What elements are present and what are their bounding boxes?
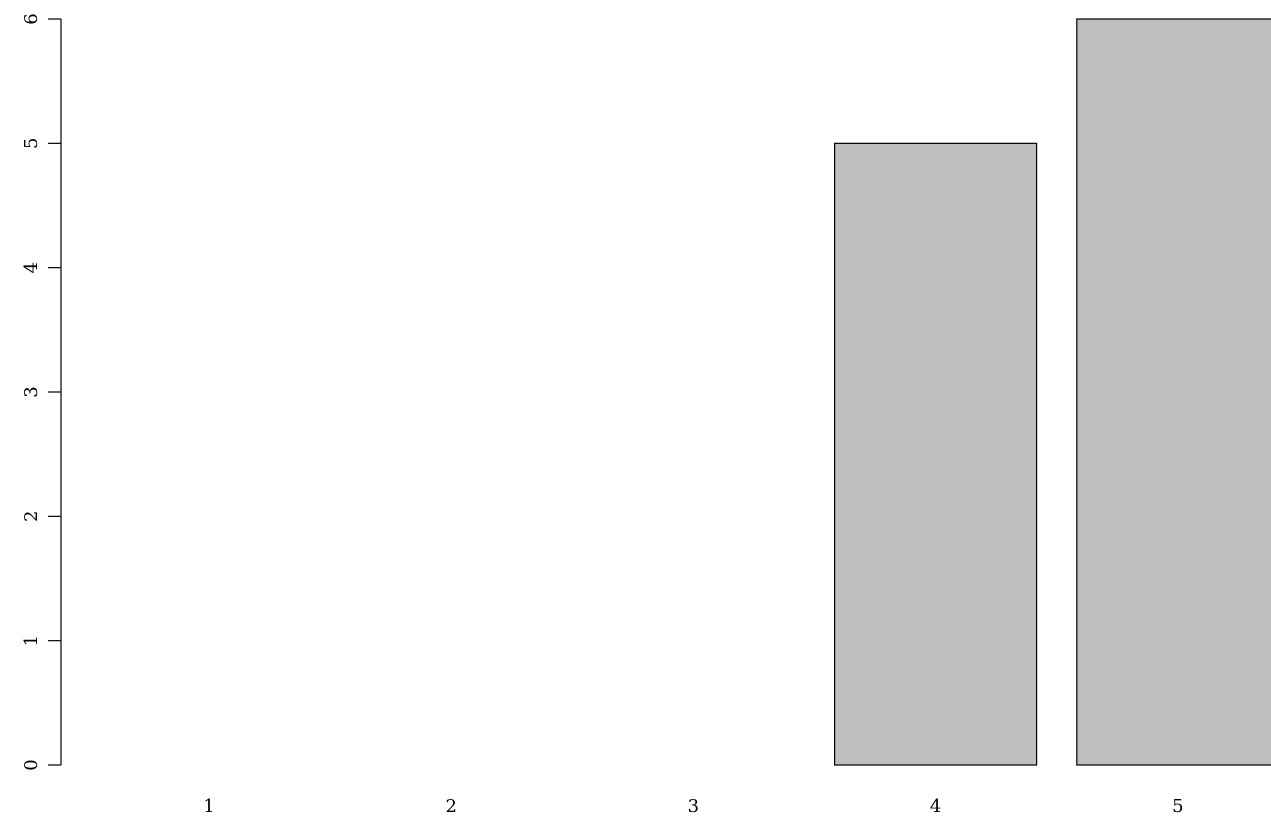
y-tick-label: 3 [21, 386, 42, 397]
x-tick-label: 4 [930, 796, 941, 817]
y-tick-label: 0 [21, 759, 42, 770]
y-tick-label: 2 [21, 511, 42, 522]
x-tick-label: 2 [445, 796, 456, 817]
bar-5 [1076, 18, 1271, 766]
y-axis: 0 1 2 3 4 5 6 [21, 13, 62, 771]
y-tick-label: 6 [21, 13, 42, 24]
x-axis-labels: 1 2 3 4 5 [203, 796, 1183, 817]
y-tick-label: 5 [21, 138, 42, 149]
x-tick-label: 1 [203, 796, 214, 817]
bar-4 [833, 142, 1038, 766]
x-tick-label: 3 [688, 796, 699, 817]
y-tick-label: 1 [21, 635, 42, 646]
bars [833, 18, 1271, 766]
y-tick-label: 4 [21, 262, 42, 273]
x-tick-label: 5 [1172, 796, 1183, 817]
